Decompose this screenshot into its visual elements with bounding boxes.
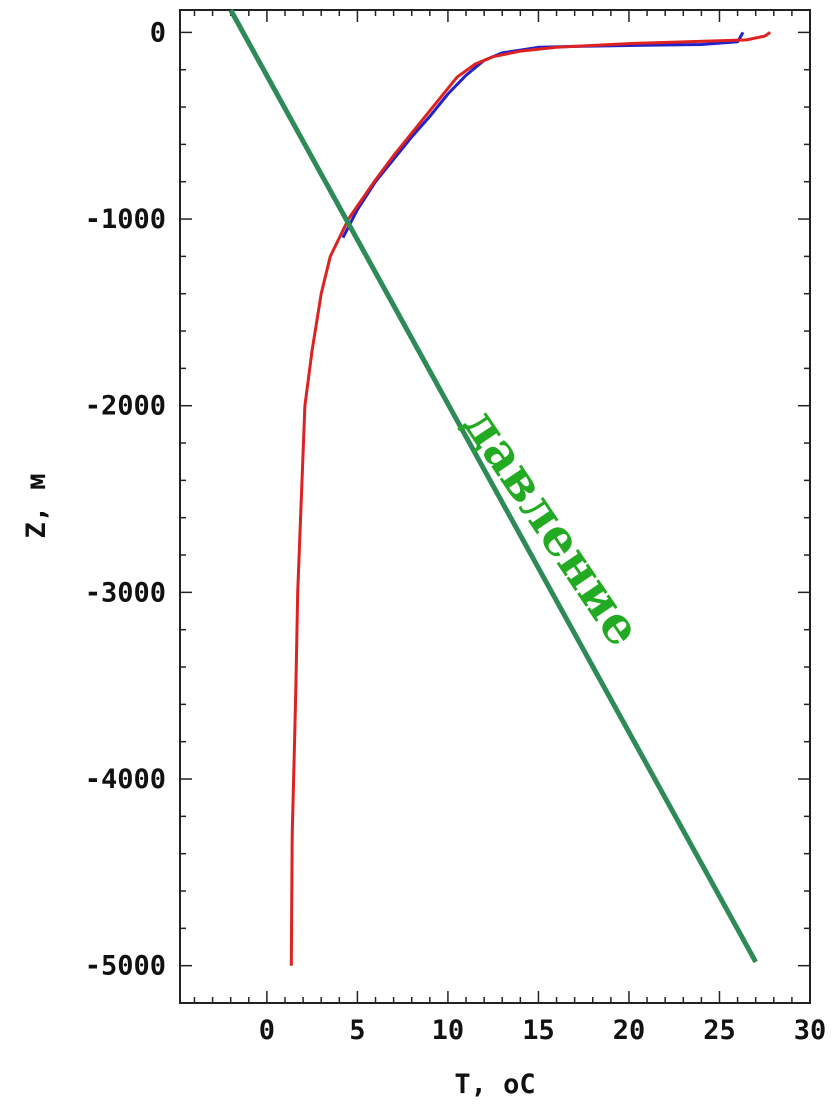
x-tick-label: 10 <box>432 1015 465 1046</box>
x-tick-label: 30 <box>794 1015 827 1046</box>
pressure-annotation: давление <box>452 397 654 656</box>
x-axis-label: T, oC <box>454 1069 535 1100</box>
x-tick-label: 5 <box>349 1015 365 1046</box>
y-tick-labels: 0 -1000 -2000 -3000 -4000 -5000 <box>85 17 166 981</box>
y-tick-label: -3000 <box>85 577 166 608</box>
y-tick-label: -1000 <box>85 204 166 235</box>
x-tick-label: 15 <box>522 1015 555 1046</box>
y-tick-label: -2000 <box>85 391 166 422</box>
y-tick-label: -5000 <box>85 951 166 982</box>
pressure-line <box>228 8 758 964</box>
x-tick-label: 0 <box>259 1015 275 1046</box>
y-tick-label: -4000 <box>85 764 166 795</box>
x-tick-labels: 0 5 10 15 20 25 30 <box>259 1015 826 1046</box>
y-tick-label: 0 <box>150 17 166 48</box>
y-axis-label: Z, м <box>21 473 52 538</box>
series-line-0 <box>341 31 745 239</box>
plot-frame <box>179 9 811 1004</box>
x-tick-label: 25 <box>703 1015 736 1046</box>
series-line-1 <box>289 31 772 966</box>
axis-ticks <box>180 10 811 1004</box>
x-tick-label: 20 <box>613 1015 646 1046</box>
series-group <box>289 31 772 966</box>
